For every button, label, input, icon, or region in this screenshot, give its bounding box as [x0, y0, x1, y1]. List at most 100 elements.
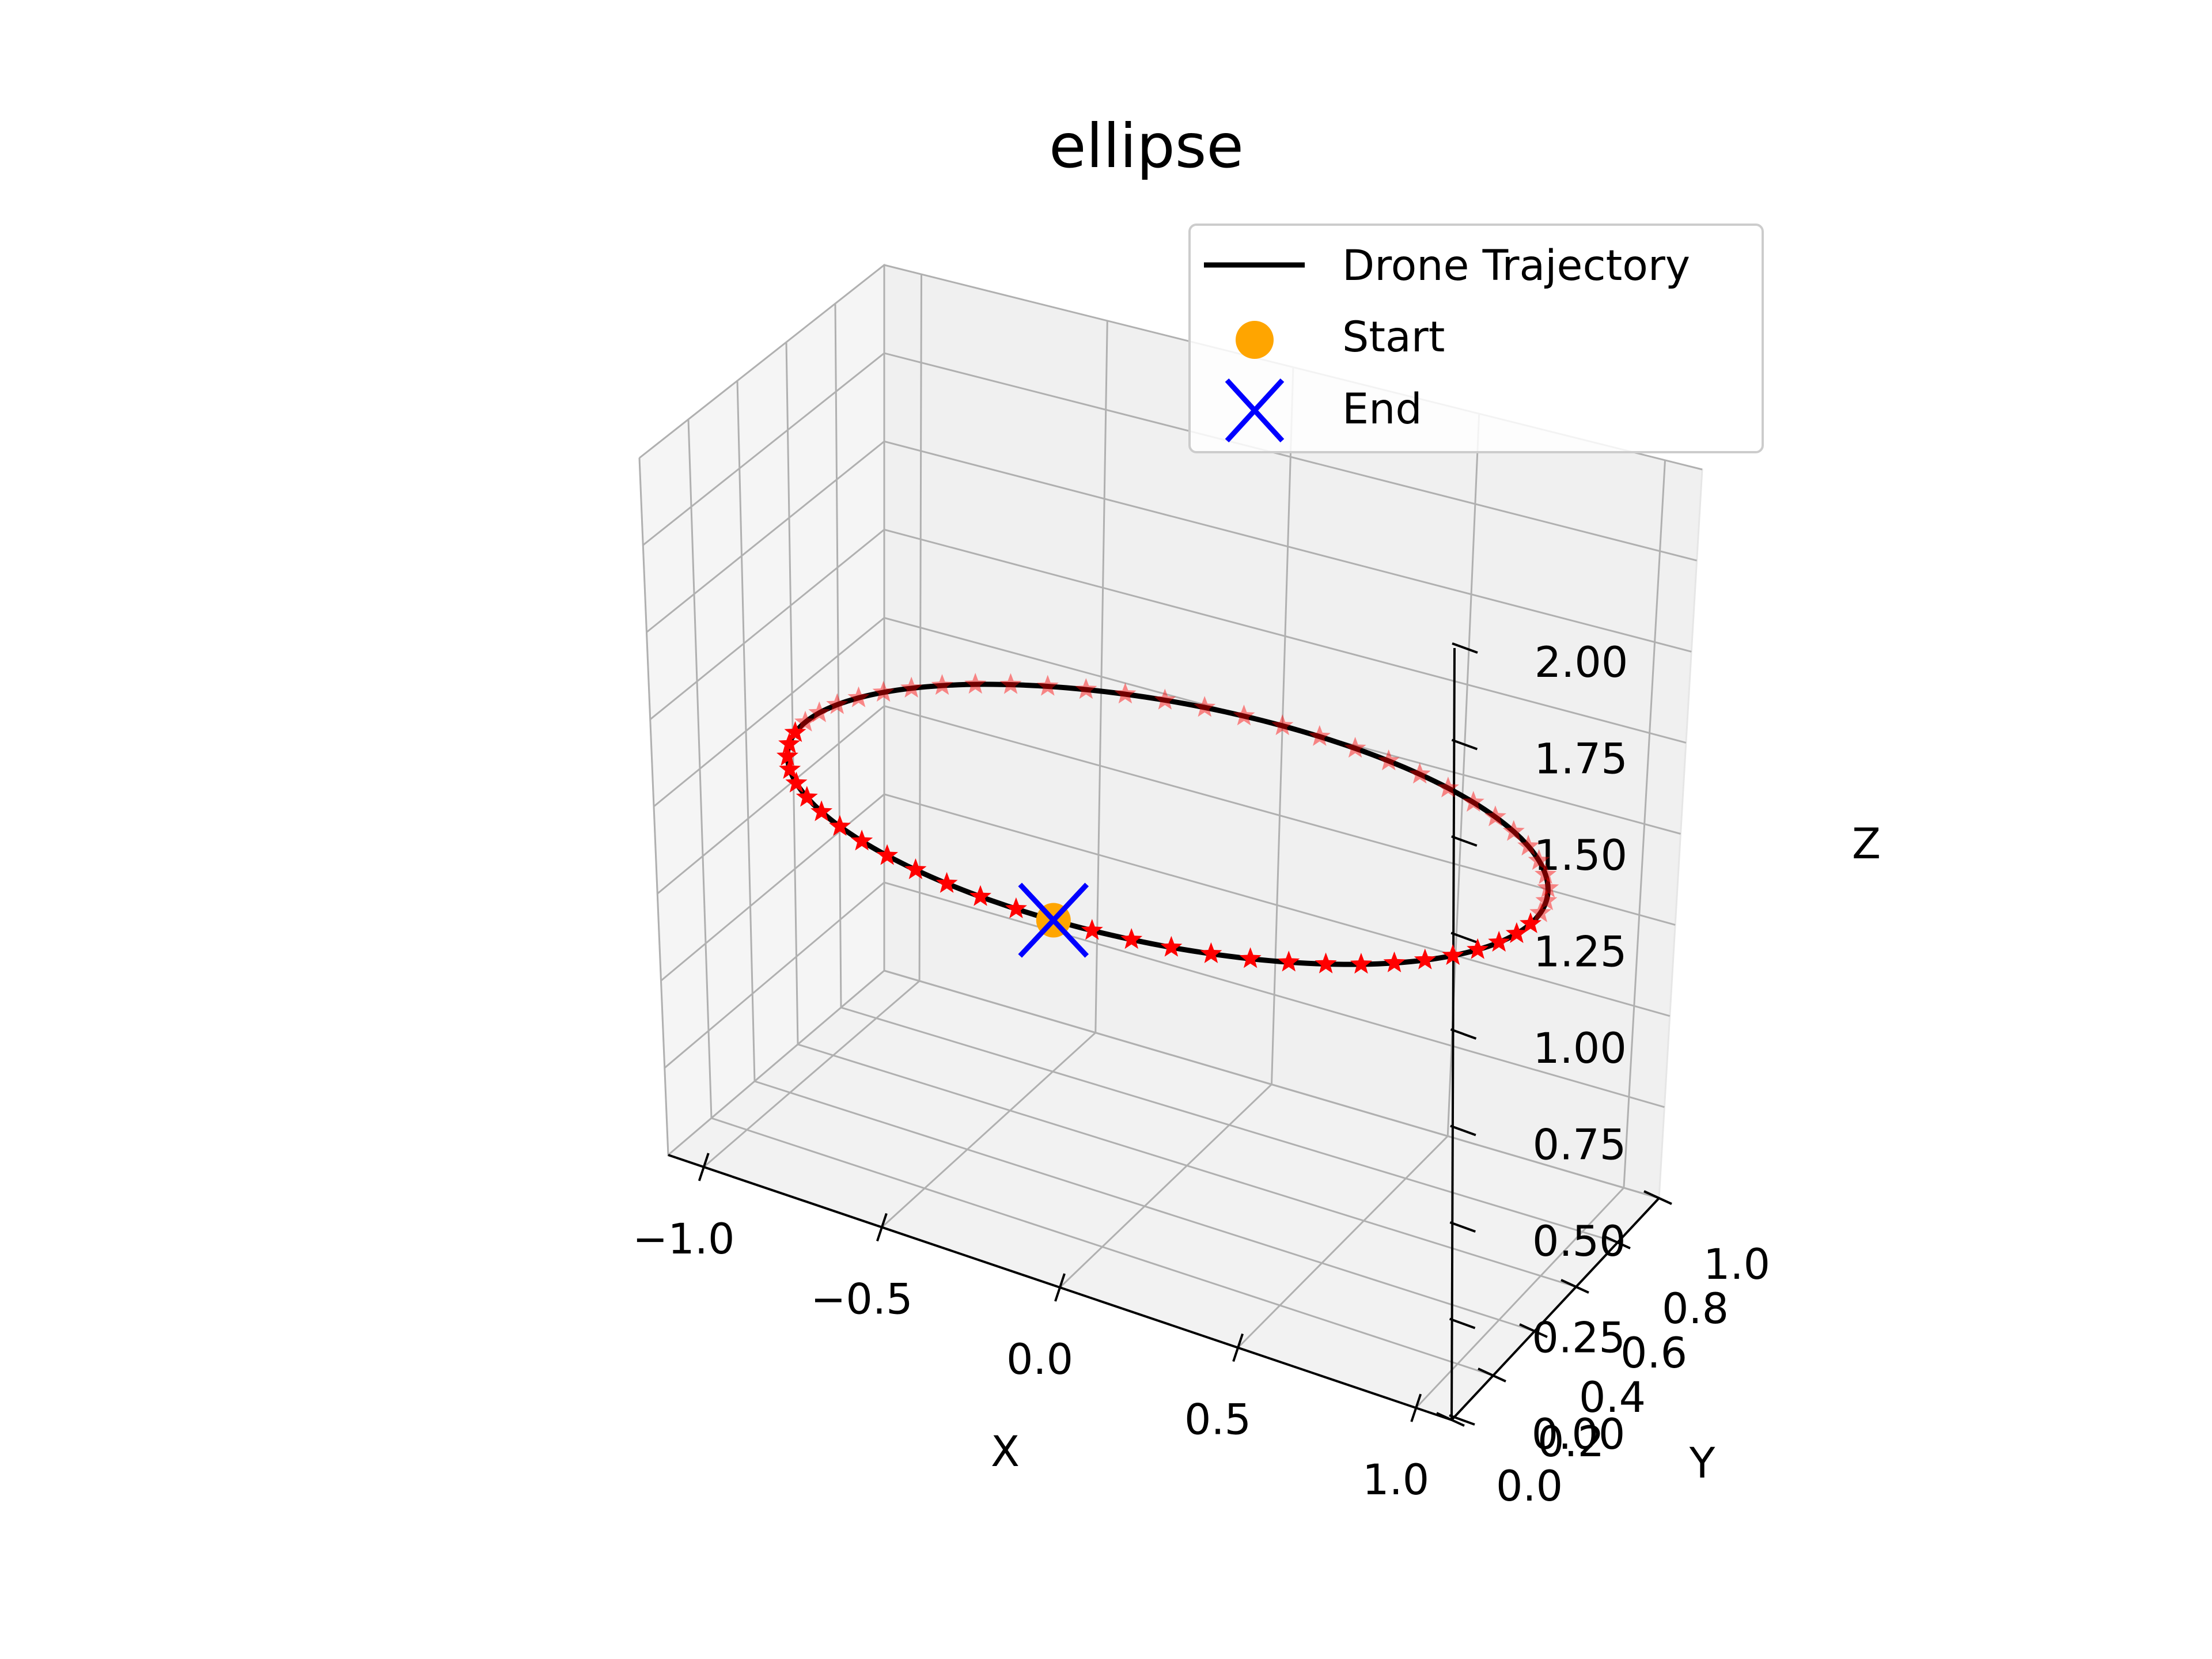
waypoint-star	[1535, 863, 1557, 884]
z-tick-mark	[1451, 738, 1478, 751]
z-tick-mark	[1449, 1414, 1475, 1426]
waypoint-star	[969, 885, 991, 906]
z-tick-label: 0.25	[1532, 1314, 1626, 1363]
waypoint-star	[1408, 763, 1431, 784]
waypoint-star	[1484, 805, 1506, 827]
z-axis-line	[1450, 647, 1456, 1421]
waypoint-star	[1517, 835, 1540, 856]
waypoint-star	[785, 771, 808, 793]
x-tick-label: 0.0	[1006, 1335, 1073, 1384]
y-tick-mark	[1560, 1279, 1589, 1294]
waypoint-star	[1537, 876, 1559, 897]
waypoint-star	[1120, 928, 1143, 949]
z-tick-label: 1.50	[1534, 831, 1628, 880]
waypoint-star	[847, 686, 870, 707]
y-axis-line	[1450, 1197, 1660, 1421]
z-tick-label: 1.75	[1534, 735, 1628, 784]
waypoint-star	[796, 786, 818, 807]
legend-end-swatch	[1225, 378, 1285, 443]
end-marker	[1018, 882, 1089, 958]
z-tick-label: 2.00	[1535, 638, 1628, 687]
waypoint-star	[1233, 704, 1255, 726]
y-tick-mark	[1643, 1190, 1672, 1205]
y-tick-label: 0.8	[1662, 1285, 1729, 1334]
waypoint-star	[778, 732, 801, 753]
x-tick-label: 1.0	[1362, 1456, 1429, 1505]
legend-box	[1188, 224, 1764, 453]
x-tick-mark	[698, 1153, 710, 1181]
waypoint-star	[1315, 952, 1337, 974]
y-grid-line	[687, 419, 1494, 1377]
z-tick-mark	[1450, 1124, 1476, 1137]
z-tick-label: 1.25	[1533, 928, 1627, 977]
x-tick-label: 0.5	[1184, 1396, 1251, 1445]
waypoint-star	[777, 745, 798, 766]
waypoint-star	[1350, 953, 1372, 974]
z-tick-mark	[1452, 642, 1478, 654]
waypoint-star	[1154, 688, 1176, 710]
waypoint-star	[1529, 901, 1552, 922]
waypoint-star	[1271, 714, 1294, 736]
y-tick-mark	[1519, 1323, 1548, 1338]
waypoint-star	[904, 858, 927, 880]
waypoint-star	[1383, 951, 1406, 972]
waypoint-star	[1462, 790, 1484, 812]
waypoint-star	[1377, 749, 1400, 771]
waypoint-star	[1414, 948, 1436, 969]
y-axis-label: Y	[1689, 1439, 1715, 1488]
x-tick-label: −1.0	[632, 1215, 734, 1264]
waypoint-star	[1308, 725, 1331, 746]
z-tick-mark	[1450, 931, 1477, 944]
waypoint-star	[1239, 947, 1262, 968]
waypoint-star	[1344, 737, 1366, 758]
waypoint-star	[872, 680, 895, 702]
endpoint-markers	[1018, 882, 1089, 958]
axis-lines	[668, 642, 1672, 1427]
waypoint-star	[1488, 930, 1510, 952]
x-axis-label: X	[991, 1427, 1020, 1476]
z-axis-label: Z	[1852, 820, 1881, 869]
waypoint-star	[1200, 942, 1222, 963]
y-tick-label: 0.0	[1496, 1462, 1563, 1511]
legend-label-trajectory: Drone Trajectory	[1342, 241, 1690, 290]
y-tick-mark	[1478, 1368, 1506, 1382]
waypoint-star	[1520, 912, 1542, 933]
z-tick-mark	[1449, 1221, 1476, 1233]
y-grid-line	[736, 380, 1535, 1332]
waypoint-star	[1535, 889, 1558, 911]
y-tick-mark	[1436, 1412, 1465, 1427]
waypoint-star	[1160, 935, 1183, 957]
y-tick-label: 0.6	[1620, 1329, 1687, 1378]
waypoint-star	[1505, 922, 1528, 944]
waypoint-star	[794, 710, 816, 732]
legend: Drone Trajectory Start End	[1188, 224, 1764, 453]
waypoint-star	[1467, 938, 1489, 959]
y-grid-line	[785, 342, 1577, 1288]
y-grid-line	[883, 265, 1660, 1199]
x-tick-mark	[1054, 1273, 1066, 1302]
waypoint-star	[1278, 950, 1300, 972]
waypoint-star	[1442, 944, 1464, 965]
waypoint-star	[1437, 777, 1459, 798]
waypoint-star	[876, 844, 899, 865]
y-tick-mark	[1602, 1234, 1631, 1249]
z-tick-label: 0.75	[1533, 1121, 1627, 1170]
z-tick-mark	[1450, 1028, 1477, 1040]
waypoint-star	[808, 701, 831, 722]
x-tick-label: −0.5	[810, 1275, 912, 1324]
waypoint-markers	[777, 673, 1559, 974]
x-tick-mark	[876, 1213, 888, 1242]
waypoint-star	[1114, 683, 1137, 704]
waypoint-star	[1194, 696, 1216, 717]
y-tick-label: 0.4	[1579, 1373, 1646, 1422]
waypoint-star	[1005, 897, 1027, 918]
waypoint-star	[1528, 849, 1550, 870]
waypoint-star	[900, 676, 923, 698]
waypoint-star	[1081, 919, 1103, 940]
y-tick-label: 1.0	[1703, 1240, 1770, 1289]
waypoint-star	[1075, 678, 1097, 699]
legend-label-start: Start	[1342, 313, 1445, 362]
waypoint-star	[964, 673, 987, 694]
waypoint-star	[779, 757, 801, 779]
